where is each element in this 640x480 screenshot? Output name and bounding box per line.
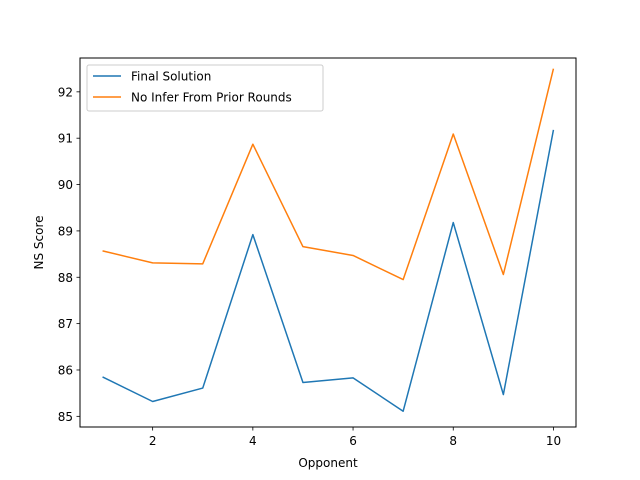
y-tick-label: 89: [58, 224, 73, 238]
series-line-0: [102, 129, 555, 412]
x-axis-label: Opponent: [298, 456, 358, 470]
y-axis-label: NS Score: [32, 215, 46, 269]
x-tick-label: 6: [349, 434, 357, 448]
legend-label-no-infer: No Infer From Prior Rounds: [131, 91, 292, 105]
y-tick-label: 85: [58, 410, 73, 424]
x-tick-label: 8: [449, 434, 457, 448]
y-tick-label: 87: [58, 317, 73, 331]
series-line-1: [102, 68, 555, 281]
y-tick-label: 86: [58, 363, 73, 377]
y-tick-label: 92: [58, 85, 73, 99]
x-tick-label: 4: [249, 434, 257, 448]
x-axis: 2 4 6 8 10: [149, 427, 561, 448]
y-tick-label: 91: [58, 132, 73, 146]
series-layer: [102, 68, 555, 412]
y-axis: 85 86 87 88 89 90 91 92: [58, 85, 80, 424]
legend-box: [86, 64, 324, 112]
y-tick-label: 88: [58, 271, 73, 285]
legend: Final Solution No Infer From Prior Round…: [86, 64, 324, 112]
x-tick-label: 2: [149, 434, 157, 448]
plot-frame: [79, 57, 577, 428]
x-tick-label: 10: [546, 434, 561, 448]
y-tick-label: 90: [58, 178, 73, 192]
legend-label-final-solution: Final Solution: [131, 70, 211, 84]
